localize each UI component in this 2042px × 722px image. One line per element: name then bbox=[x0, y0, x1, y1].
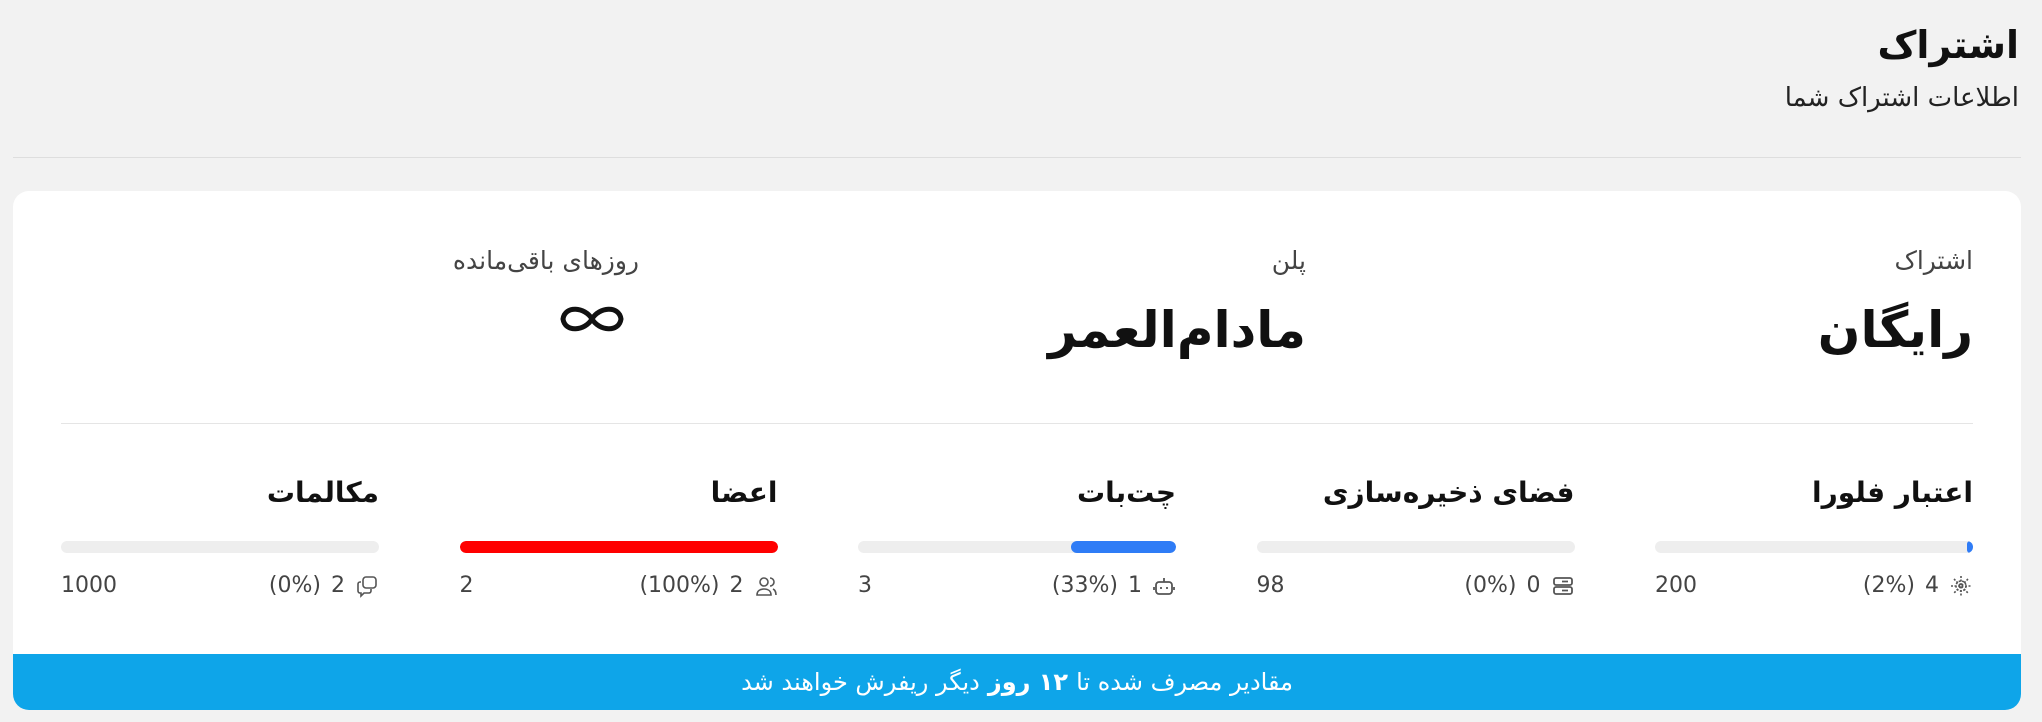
infinity-icon bbox=[555, 299, 629, 343]
stat-numbers: 1000 (0%) 2 bbox=[61, 573, 379, 598]
stat-name: چت‌بات bbox=[1077, 476, 1176, 509]
users-icon bbox=[754, 574, 778, 598]
refresh-banner: مقادیر مصرف شده تا ۱۲ روز دیگر ریفرش خوا… bbox=[13, 654, 2021, 710]
stat-used-value: 2 bbox=[729, 573, 744, 598]
stat-percent: (2%) bbox=[1862, 573, 1915, 598]
usage-stats: اعتبار فلورا 200 (2%) 4 فضای ذخیره‌سازی … bbox=[61, 471, 1973, 598]
chat-icon bbox=[355, 574, 379, 598]
stat-used: (0%) 0 bbox=[1464, 573, 1574, 598]
stat-used-value: 4 bbox=[1925, 573, 1939, 598]
summary-plan: پلن مادام‌العمر bbox=[728, 241, 1306, 365]
subscription-card: اشتراک رایگان پلن مادام‌العمر روزهای باق… bbox=[13, 191, 2021, 710]
stat-used: (0%) 2 bbox=[269, 573, 379, 598]
stat-percent: (33%) bbox=[1051, 573, 1118, 598]
stat-numbers: 98 (0%) 0 bbox=[1257, 573, 1575, 598]
stat-used: (2%) 4 bbox=[1863, 573, 1973, 598]
stat-used-value: 1 bbox=[1128, 573, 1142, 598]
stat-total: 98 bbox=[1256, 573, 1285, 598]
subscription-summary: اشتراک رایگان پلن مادام‌العمر روزهای باق… bbox=[61, 241, 1973, 365]
usage-stat: چت‌بات 3 (33%) 1 bbox=[858, 471, 1176, 598]
stat-name: فضای ذخیره‌سازی bbox=[1322, 476, 1575, 509]
stat-used: (100%) 2 bbox=[639, 573, 777, 598]
usage-progress-fill bbox=[1967, 541, 1973, 553]
page-title: اشتراک bbox=[1877, 23, 2019, 67]
usage-stat: اعتبار فلورا 200 (2%) 4 bbox=[1655, 471, 1973, 598]
stat-numbers: 2 (100%) 2 bbox=[460, 573, 778, 598]
stat-total: 200 bbox=[1655, 573, 1697, 598]
usage-progress-fill bbox=[459, 541, 778, 553]
page-header: اشتراک اطلاعات اشتراک شما bbox=[1785, 18, 2019, 118]
summary-label: پلن bbox=[1271, 246, 1306, 275]
stat-name: مکالمات bbox=[266, 476, 379, 509]
summary-subscription: اشتراک رایگان bbox=[1395, 241, 1973, 365]
card-divider bbox=[61, 423, 1973, 424]
stat-name: اعتبار فلورا bbox=[1812, 476, 1973, 509]
summary-remaining-days: روزهای باقی‌مانده bbox=[61, 241, 639, 365]
usage-progress-bar bbox=[459, 541, 778, 553]
header-divider bbox=[13, 157, 2021, 158]
stat-numbers: 3 (33%) 1 bbox=[858, 573, 1176, 598]
stat-used-value: 0 bbox=[1526, 573, 1541, 598]
stat-percent: (0%) bbox=[268, 573, 321, 598]
usage-progress-bar bbox=[61, 541, 379, 553]
stat-name: اعضا bbox=[710, 476, 778, 509]
stat-percent: (0%) bbox=[1464, 573, 1517, 598]
robot-icon bbox=[1152, 574, 1176, 598]
page-subtitle: اطلاعات اشتراک شما bbox=[1784, 83, 2019, 113]
summary-value: رایگان bbox=[1817, 301, 1973, 359]
stat-total: 3 bbox=[858, 573, 872, 598]
sparkle-icon bbox=[1949, 574, 1973, 598]
stat-used-value: 2 bbox=[331, 573, 345, 598]
stat-used: (33%) 1 bbox=[1052, 573, 1176, 598]
banner-text-end: دیگر ریفرش خواهند شد bbox=[741, 668, 980, 696]
usage-progress-bar bbox=[1655, 541, 1973, 553]
usage-progress-bar bbox=[858, 541, 1176, 553]
summary-label: روزهای باقی‌مانده bbox=[452, 246, 639, 275]
stat-percent: (100%) bbox=[639, 573, 720, 598]
summary-label: اشتراک bbox=[1894, 246, 1973, 275]
server-icon bbox=[1551, 574, 1575, 598]
stat-numbers: 200 (2%) 4 bbox=[1655, 573, 1973, 598]
stat-total: 2 bbox=[459, 573, 474, 598]
banner-text: مقادیر مصرف شده تا bbox=[1076, 668, 1293, 696]
stat-total: 1000 bbox=[61, 573, 117, 598]
banner-days: ۱۲ روز bbox=[987, 668, 1069, 696]
summary-value: مادام‌العمر bbox=[1048, 301, 1306, 359]
usage-stat: فضای ذخیره‌سازی 98 (0%) 0 bbox=[1256, 471, 1575, 598]
usage-stat: مکالمات 1000 (0%) 2 bbox=[61, 471, 379, 598]
usage-progress-bar bbox=[1256, 541, 1575, 553]
usage-progress-fill bbox=[1071, 541, 1176, 553]
usage-stat: اعضا 2 (100%) 2 bbox=[459, 471, 778, 598]
